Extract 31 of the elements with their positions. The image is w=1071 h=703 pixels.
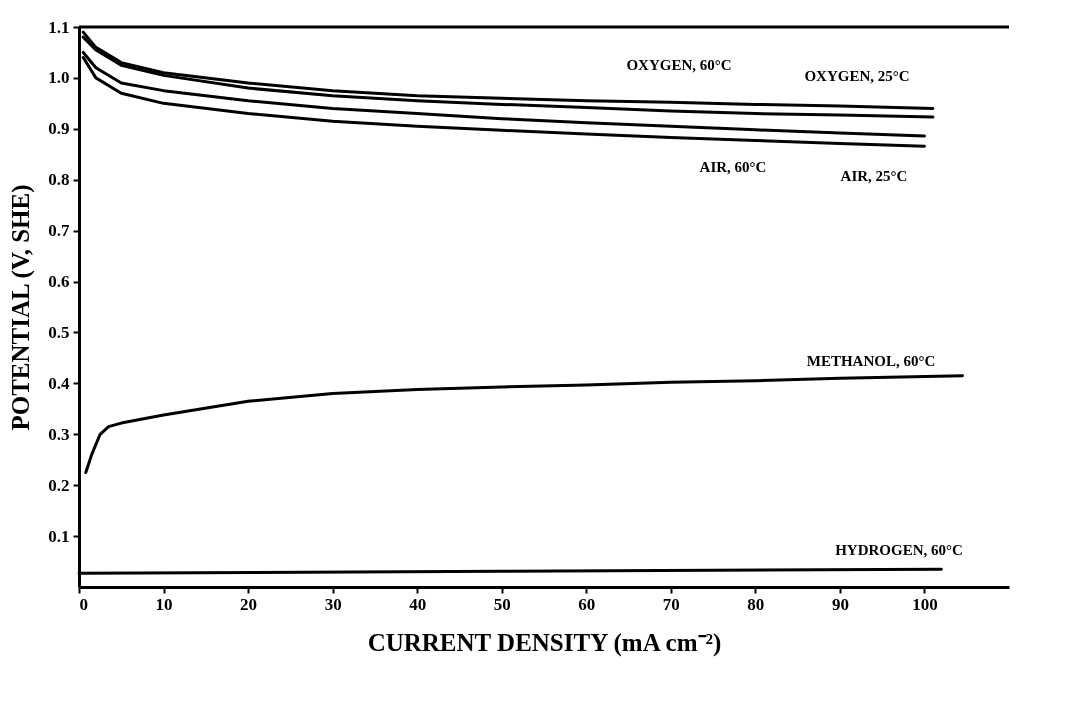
annotation: HYDROGEN, 60°C xyxy=(835,542,963,558)
x-tick-label: 60 xyxy=(578,594,596,614)
x-tick-label: 100 xyxy=(912,594,938,614)
annotation: OXYGEN, 25°C xyxy=(804,68,910,84)
x-tick-label: 30 xyxy=(324,594,342,614)
y-tick-label: 1.1 xyxy=(48,17,70,37)
x-tick-label: 10 xyxy=(155,594,173,614)
x-tick-label: 20 xyxy=(240,594,258,614)
x-tick-label: 80 xyxy=(747,594,765,614)
y-tick-label: 0.8 xyxy=(48,170,70,190)
y-tick-label: 1.0 xyxy=(48,68,70,88)
y-tick-label: 0.4 xyxy=(48,373,70,393)
x-axis-title: CURRENT DENSITY (mA cm⁻²) xyxy=(367,628,722,657)
annotation: AIR, 60°C xyxy=(699,159,767,175)
y-tick-label: 0.2 xyxy=(48,475,70,495)
annotation: AIR, 25°C xyxy=(840,168,908,184)
x-tick-label: 0 xyxy=(79,594,88,614)
x-tick-label: 70 xyxy=(662,594,680,614)
y-axis-title: POTENTIAL (V, SHE) xyxy=(7,184,36,431)
y-tick-label: 0.7 xyxy=(48,221,70,241)
y-tick-label: 0.1 xyxy=(48,526,70,546)
y-tick-label: 0.5 xyxy=(48,322,70,342)
x-tick-label: 40 xyxy=(409,594,427,614)
line-series xyxy=(84,374,964,474)
y-tick-label: 0.9 xyxy=(48,119,70,139)
x-tick-label: 90 xyxy=(831,594,849,614)
annotation: METHANOL, 60°C xyxy=(806,353,936,369)
y-tick-label: 0.6 xyxy=(48,272,70,292)
x-tick-label: 50 xyxy=(493,594,511,614)
y-tick-label: 0.3 xyxy=(48,424,70,444)
annotation: OXYGEN, 60°C xyxy=(626,57,732,73)
